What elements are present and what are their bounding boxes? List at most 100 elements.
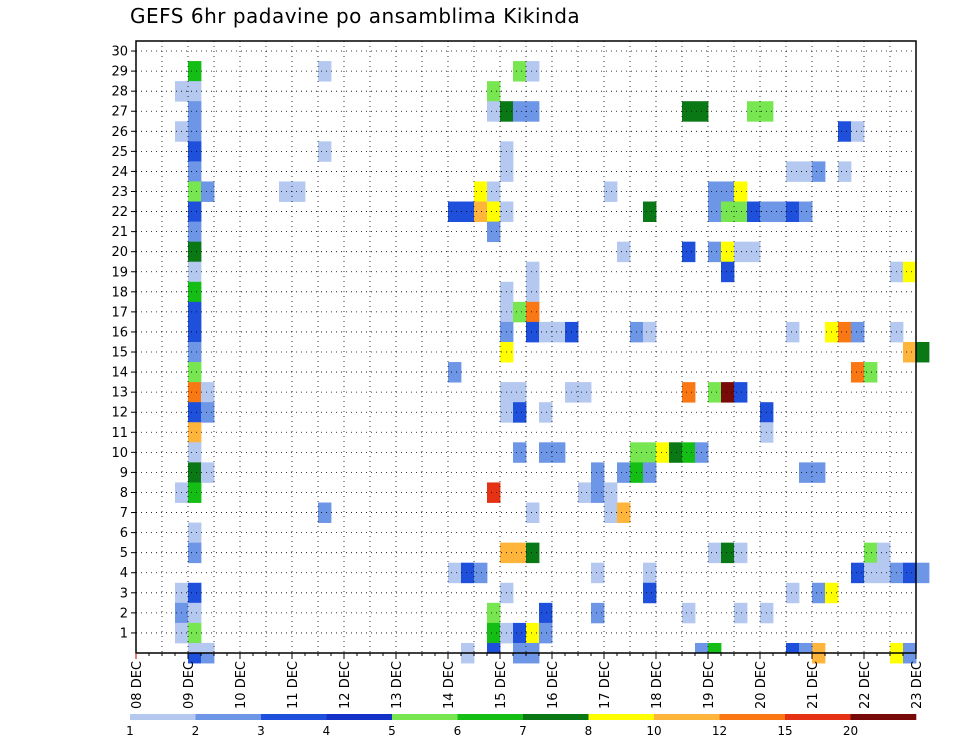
colorbar-label: 20 xyxy=(843,724,858,738)
heatmap-cell xyxy=(786,321,800,343)
colorbar-swatch xyxy=(719,714,786,720)
y-tick-label: 17 xyxy=(111,305,128,320)
heatmap-cell xyxy=(682,602,696,624)
heatmap-cell xyxy=(682,241,696,263)
heatmap-cell xyxy=(812,161,826,182)
heatmap-cell xyxy=(721,241,735,263)
heatmap-cell xyxy=(539,402,553,423)
colorbar-label: 15 xyxy=(777,724,792,738)
heatmap-cell xyxy=(188,321,202,343)
heatmap-cell xyxy=(526,261,540,283)
colorbar-swatch xyxy=(195,714,262,720)
heatmap-cell xyxy=(799,642,813,654)
heatmap-cell xyxy=(617,241,631,263)
heatmap-cell xyxy=(747,101,761,122)
heatmap-cell xyxy=(487,221,501,243)
heatmap-cell xyxy=(708,642,722,654)
heatmap-cell xyxy=(786,582,800,604)
heatmap-cell xyxy=(734,382,748,403)
colorbar-swatch xyxy=(130,714,196,720)
heatmap-cell xyxy=(188,141,202,162)
heatmap-cell xyxy=(188,582,202,604)
heatmap-cell xyxy=(851,321,865,343)
heatmap-cell xyxy=(682,382,696,403)
heatmap-cell xyxy=(708,241,722,263)
heatmap-cell xyxy=(721,542,735,564)
y-axis: 1234567891011121314151617181920212223242… xyxy=(111,45,136,641)
heatmap-cell xyxy=(643,321,657,343)
heatmap-cell xyxy=(838,121,852,142)
x-tick-label: 10 DEC xyxy=(234,661,249,709)
heatmap-cell xyxy=(513,61,527,82)
heatmap-cell xyxy=(734,181,748,202)
chart-title: GEFS 6hr padavine po ansamblima Kikinda xyxy=(130,4,581,28)
colorbar-label: 3 xyxy=(257,724,265,738)
heatmap-cell xyxy=(539,602,553,624)
heatmap-cell xyxy=(526,502,540,523)
y-tick-label: 7 xyxy=(120,506,128,521)
colorbar-swatch xyxy=(457,714,524,720)
y-tick-label: 3 xyxy=(120,586,128,601)
heatmap-cell xyxy=(552,321,566,343)
y-tick-label: 14 xyxy=(111,366,128,381)
y-tick-label: 4 xyxy=(120,566,128,581)
y-tick-label: 19 xyxy=(111,265,128,280)
heatmap-cell xyxy=(188,201,202,222)
heatmap-cell xyxy=(747,241,761,263)
y-tick-label: 25 xyxy=(111,145,128,160)
gridlines xyxy=(136,41,916,653)
heatmap-cell xyxy=(643,442,657,463)
heatmap-cell xyxy=(318,61,332,82)
heatmap-cell xyxy=(838,161,852,182)
x-tick-label: 18 DEC xyxy=(650,661,665,709)
heatmap-cell xyxy=(643,562,657,584)
heatmap-cell xyxy=(773,201,787,222)
y-tick-label: 18 xyxy=(111,285,128,300)
y-tick-label: 26 xyxy=(111,125,128,140)
heatmap-cell xyxy=(864,562,878,584)
heatmap-cell xyxy=(448,562,462,584)
heatmap-cell xyxy=(526,301,540,323)
x-tick-label: 19 DEC xyxy=(702,661,717,709)
heatmap-cell xyxy=(682,101,696,122)
heatmap-cell xyxy=(513,442,527,463)
heatmap-cell xyxy=(526,101,540,122)
heatmap-cell xyxy=(643,462,657,483)
heatmap-cell xyxy=(448,201,462,222)
heatmap-cell xyxy=(513,382,527,403)
heatmap-cell xyxy=(487,482,501,503)
x-tick-label: 21 DEC xyxy=(806,661,821,709)
heatmap-cell xyxy=(877,542,891,564)
heatmap-cell xyxy=(526,542,540,564)
colorbar-swatch xyxy=(523,714,589,720)
heatmap-cell xyxy=(786,161,800,182)
heatmap-cell xyxy=(188,81,202,102)
heatmap-cell xyxy=(851,362,865,383)
heatmap-cell xyxy=(318,502,332,523)
heatmap-cell xyxy=(643,582,657,604)
heatmap-cell xyxy=(591,562,605,584)
heatmap-cell xyxy=(513,301,527,323)
heatmap-cell xyxy=(916,341,930,363)
colorbar-label: 8 xyxy=(585,724,593,738)
colorbar-swatch xyxy=(850,714,917,720)
heatmap-cell xyxy=(188,221,202,243)
heatmap-cell xyxy=(799,462,813,483)
heatmap-cell xyxy=(838,321,852,343)
heatmap-cell xyxy=(526,281,540,303)
heatmap-cell xyxy=(513,622,527,644)
heatmap-cell xyxy=(604,482,618,503)
heatmap-cell xyxy=(188,622,202,644)
heatmap-cell xyxy=(188,642,202,654)
heatmap-cell xyxy=(487,622,501,644)
colorbar-swatch xyxy=(326,714,393,720)
heatmap-cell xyxy=(487,602,501,624)
heatmap-cell xyxy=(513,402,527,423)
heatmap-cell xyxy=(539,321,553,343)
heatmap-cell xyxy=(643,201,657,222)
heatmap-cell xyxy=(487,101,501,122)
heatmap-cell xyxy=(448,362,462,383)
heatmap-cell xyxy=(916,562,930,584)
heatmap-cell xyxy=(617,502,631,523)
colorbar-swatch xyxy=(785,714,851,720)
